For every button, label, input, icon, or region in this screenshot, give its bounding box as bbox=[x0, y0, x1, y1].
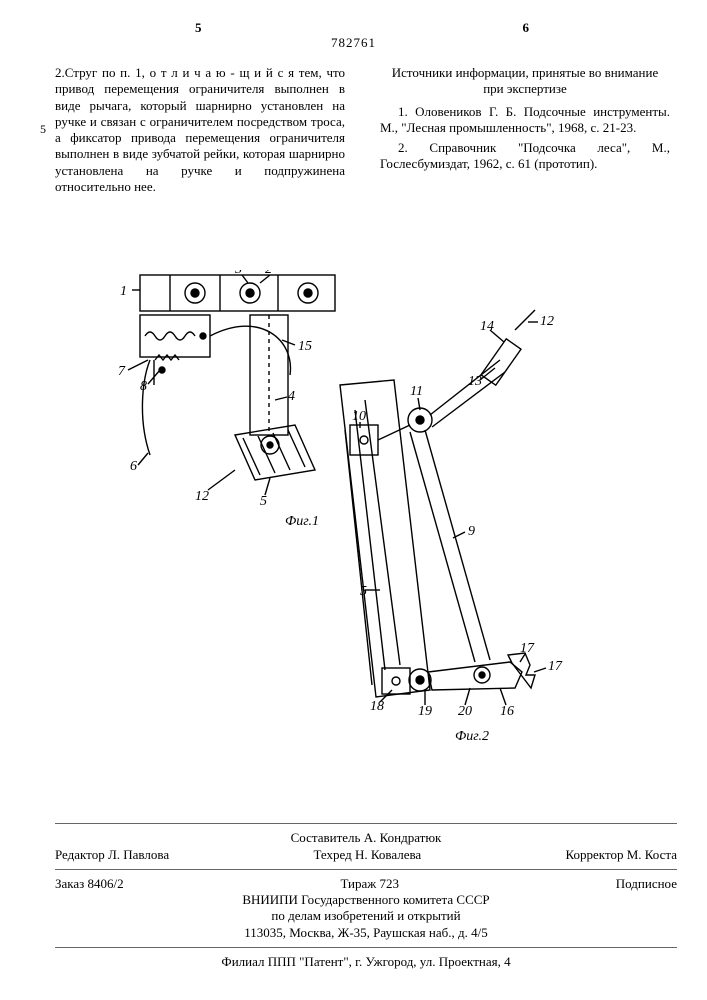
svg-text:5: 5 bbox=[260, 494, 267, 509]
figure-drawing: 1 3 2 7 8 6 15 4 12 5 Фиг.1 bbox=[60, 270, 620, 745]
svg-text:17: 17 bbox=[520, 641, 535, 656]
order-number: Заказ 8406/2 bbox=[55, 876, 124, 892]
svg-text:18: 18 bbox=[370, 699, 384, 714]
reference-2: 2. Справочник "Подсочка леса", M., Госле… bbox=[380, 140, 670, 173]
svg-text:12: 12 bbox=[540, 314, 554, 329]
margin-line-number: 5 bbox=[40, 122, 46, 137]
svg-text:20: 20 bbox=[458, 704, 472, 719]
page-number-right: 6 bbox=[523, 20, 530, 36]
composer-line: Составитель А. Кондратюк bbox=[55, 830, 677, 846]
svg-text:3: 3 bbox=[234, 270, 242, 277]
org-line-2: по делам изобретений и открытий bbox=[55, 908, 677, 924]
svg-text:9: 9 bbox=[468, 524, 475, 539]
svg-text:12: 12 bbox=[195, 489, 209, 504]
svg-text:16: 16 bbox=[500, 704, 514, 719]
svg-text:1: 1 bbox=[120, 284, 127, 299]
svg-text:Фиг.2: Фиг.2 bbox=[455, 729, 489, 744]
svg-text:13: 13 bbox=[468, 374, 482, 389]
svg-text:10: 10 bbox=[352, 409, 366, 424]
address-line: 113035, Москва, Ж-35, Раушская наб., д. … bbox=[55, 925, 677, 941]
svg-text:11: 11 bbox=[410, 384, 423, 399]
techred-credit: Техред Н. Ковалева bbox=[313, 847, 421, 863]
claim-2-text: 2.Струг по п. 1, о т л и ч а ю - щ и й с… bbox=[55, 65, 345, 195]
imprint-block: Составитель А. Кондратюк Редактор Л. Пав… bbox=[55, 817, 677, 970]
svg-text:Фиг.1: Фиг.1 bbox=[285, 514, 319, 529]
svg-text:5: 5 bbox=[360, 584, 367, 599]
svg-text:6: 6 bbox=[130, 459, 137, 474]
svg-text:15: 15 bbox=[298, 339, 312, 354]
editor-credit: Редактор Л. Павлова bbox=[55, 847, 169, 863]
references-title: Источники информации, принятые во вниман… bbox=[380, 65, 670, 98]
left-column: 2.Струг по п. 1, о т л и ч а ю - щ и й с… bbox=[55, 65, 345, 195]
text-columns: 2.Струг по п. 1, о т л и ч а ю - щ и й с… bbox=[55, 65, 677, 195]
svg-text:19: 19 bbox=[418, 704, 432, 719]
corrector-credit: Корректор М. Коста bbox=[566, 847, 677, 863]
svg-text:4: 4 bbox=[288, 389, 295, 404]
right-column: Источники информации, принятые во вниман… bbox=[380, 65, 670, 195]
org-line-1: ВНИИПИ Государственного комитета СССР bbox=[55, 892, 677, 908]
svg-text:7: 7 bbox=[118, 364, 126, 379]
reference-1: 1. Оловеников Г. Б. Подсочные инструмент… bbox=[380, 104, 670, 137]
signed: Подписное bbox=[616, 876, 677, 892]
document-number: 782761 bbox=[331, 35, 376, 51]
svg-text:8: 8 bbox=[140, 379, 147, 394]
tirazh: Тираж 723 bbox=[340, 876, 399, 892]
svg-text:17: 17 bbox=[548, 659, 563, 674]
footer-line: Филиал ППП "Патент", г. Ужгород, ул. Про… bbox=[55, 954, 677, 970]
page-number-left: 5 bbox=[195, 20, 202, 36]
